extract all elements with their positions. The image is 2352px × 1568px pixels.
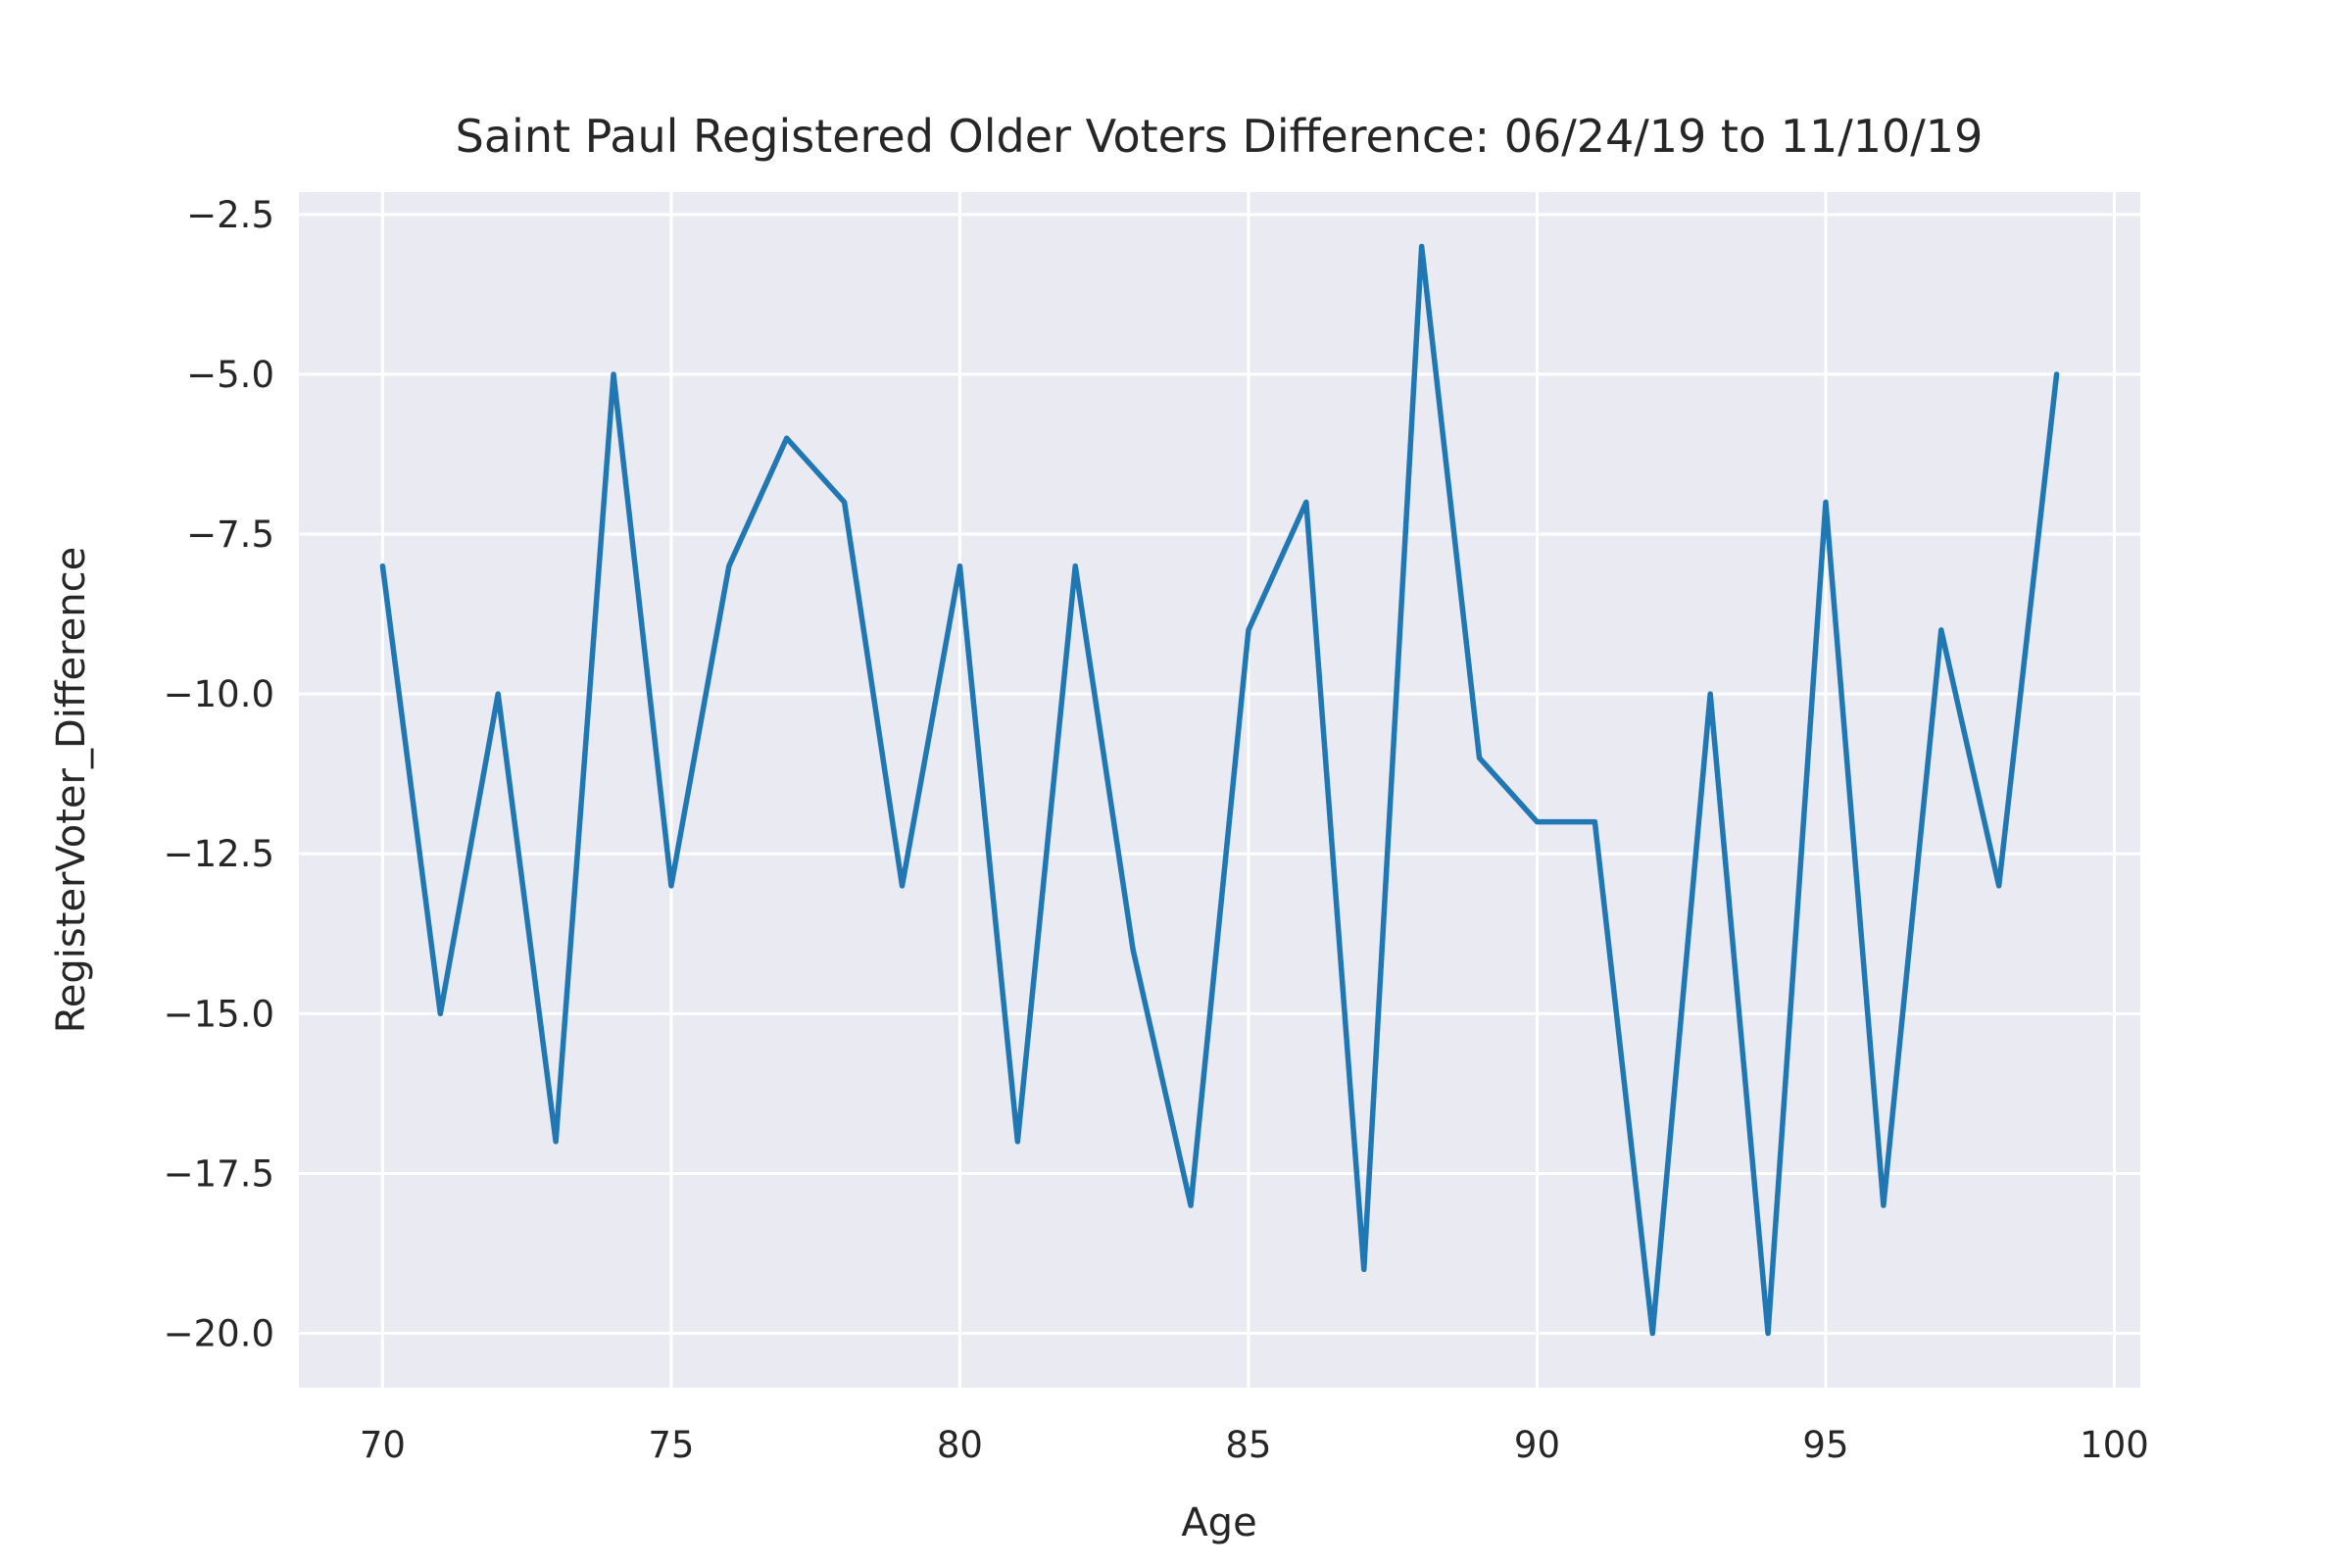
y-tick-labels: −2.5 −5.0 −7.5 −10.0 −12.5 −15.0 −17.5 −20.0: [164, 194, 274, 1355]
y-tick-label: −7.5: [186, 514, 274, 556]
y-tick-label: −12.5: [164, 833, 274, 875]
x-tick-label: 90: [1514, 1424, 1560, 1466]
x-tick-label: 75: [648, 1424, 694, 1466]
x-tick-label: 85: [1225, 1424, 1271, 1466]
y-gridlines: [299, 213, 2140, 1336]
plot-background: [299, 192, 2140, 1388]
x-axis-label: Age: [1181, 1500, 1256, 1545]
x-tick-label: 100: [2080, 1424, 2149, 1466]
y-tick-label: −5.0: [186, 354, 274, 396]
x-tick-label: 70: [360, 1424, 406, 1466]
x-tick-labels: 70 75 80 85 90 95 100: [360, 1424, 2149, 1466]
x-tick-label: 80: [937, 1424, 983, 1466]
y-tick-label: −17.5: [164, 1152, 274, 1195]
x-gridlines: [380, 192, 2116, 1388]
y-axis-label: RegisterVoter_Difference: [49, 547, 94, 1033]
y-tick-label: −10.0: [164, 673, 274, 715]
x-tick-label: 95: [1802, 1424, 1848, 1466]
series-line: [379, 243, 2060, 1337]
y-tick-label: −2.5: [186, 194, 274, 236]
chart-title: Saint Paul Registered Older Voters Diffe…: [456, 110, 1984, 163]
series-layer: [379, 243, 2060, 1337]
y-tick-label: −15.0: [164, 993, 274, 1035]
y-tick-label: −20.0: [164, 1313, 274, 1355]
